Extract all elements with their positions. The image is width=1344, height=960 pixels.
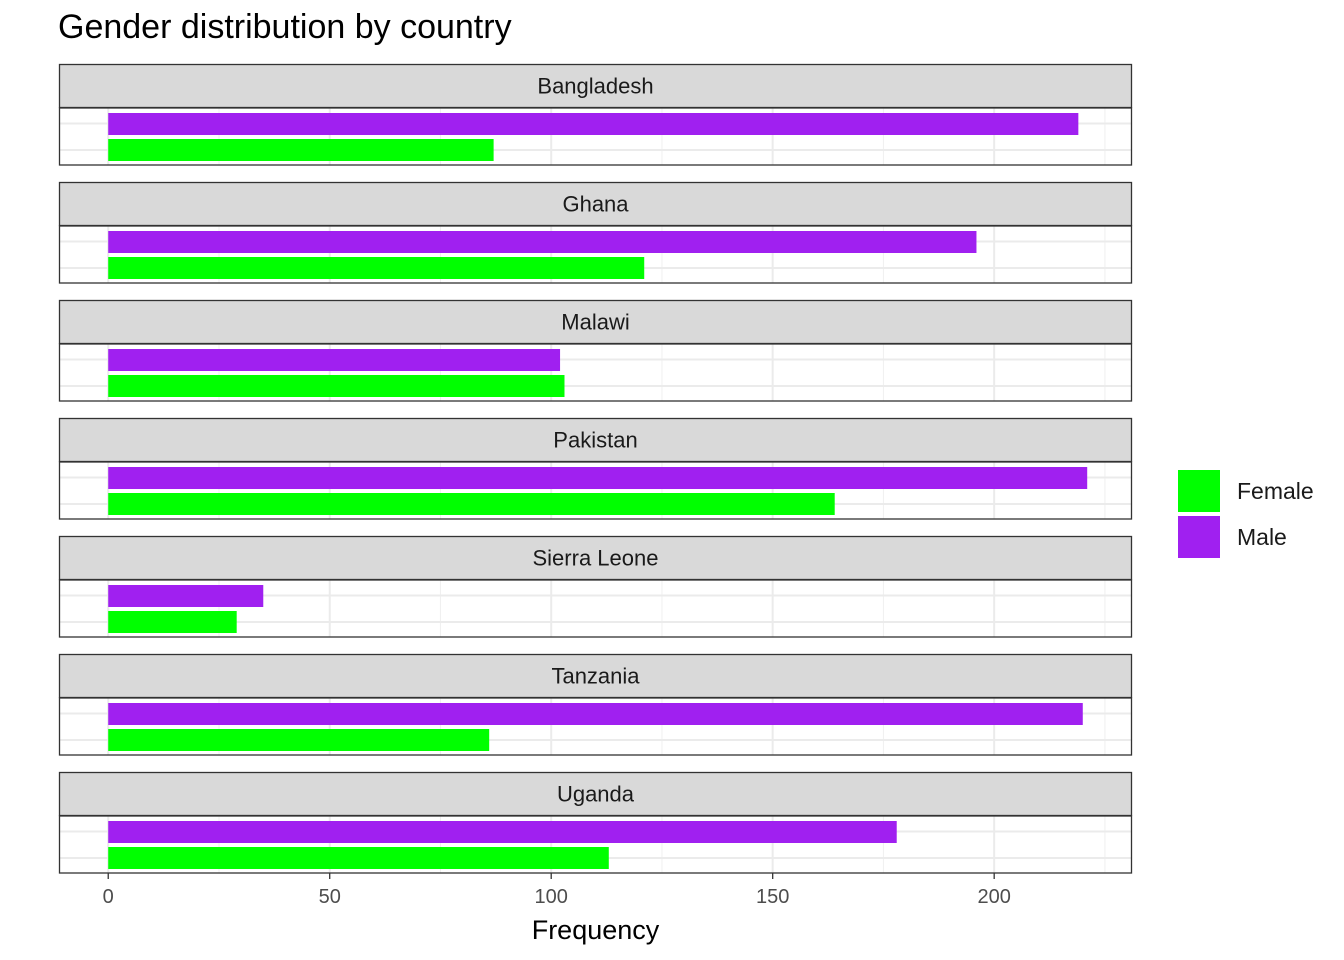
facet-panel-border-malawi [58,343,1133,402]
bar-male-uganda [108,821,897,843]
x-tick-label: 200 [977,886,1010,908]
bar-female-uganda [108,847,609,869]
x-tick-label: 50 [319,886,341,908]
facet-panel-border-uganda [58,815,1133,874]
legend-item-female: Female [1178,468,1314,514]
facet-label-malawi: Malawi [561,310,629,335]
facet-strip-uganda [58,771,1133,817]
bar-female-pakistan [108,493,835,515]
x-tick-label: 0 [103,886,114,908]
bar-female-tanzania [108,729,490,751]
facet-strip-bangladesh [58,63,1133,109]
facet-label-ghana: Ghana [562,192,629,217]
facet-label-bangladesh: Bangladesh [537,74,653,99]
chart-title: Gender distribution by country [58,8,512,46]
legend: Female Male [1178,468,1314,560]
bar-male-ghana [108,231,977,253]
bar-male-pakistan [108,467,1088,489]
facet-label-tanzania: Tanzania [551,664,640,689]
bar-female-bangladesh [108,139,494,161]
facet-panel-border-bangladesh [58,107,1133,166]
facet-label-uganda: Uganda [557,782,635,807]
legend-swatch-female [1178,470,1220,512]
legend-label-male: Male [1237,523,1287,550]
legend-label-female: Female [1237,477,1314,504]
legend-swatch-male [1178,516,1220,558]
facet-panel-border-ghana [58,225,1133,284]
facet-panel-border-tanzania [58,697,1133,756]
bar-female-malawi [108,375,565,397]
bar-female-ghana [108,257,645,279]
facet-strip-pakistan [58,417,1133,463]
facet-panel-border-pakistan [58,461,1133,520]
bar-male-bangladesh [108,113,1079,135]
facet-label-sierra-leone: Sierra Leone [533,546,659,571]
x-axis-label: Frequency [532,915,660,945]
facet-label-pakistan: Pakistan [553,428,637,453]
facet-strip-sierra-leone [58,535,1133,581]
facet-strip-malawi [58,299,1133,345]
facet-strip-ghana [58,181,1133,227]
bar-female-sierra-leone [108,611,237,633]
facet-panel-border-sierra-leone [58,579,1133,638]
facet-strip-tanzania [58,653,1133,699]
x-tick-label: 150 [756,886,789,908]
bar-male-sierra-leone [108,585,264,607]
bar-male-malawi [108,349,561,371]
bar-male-tanzania [108,703,1083,725]
legend-item-male: Male [1178,514,1314,560]
x-tick-label: 100 [535,886,568,908]
